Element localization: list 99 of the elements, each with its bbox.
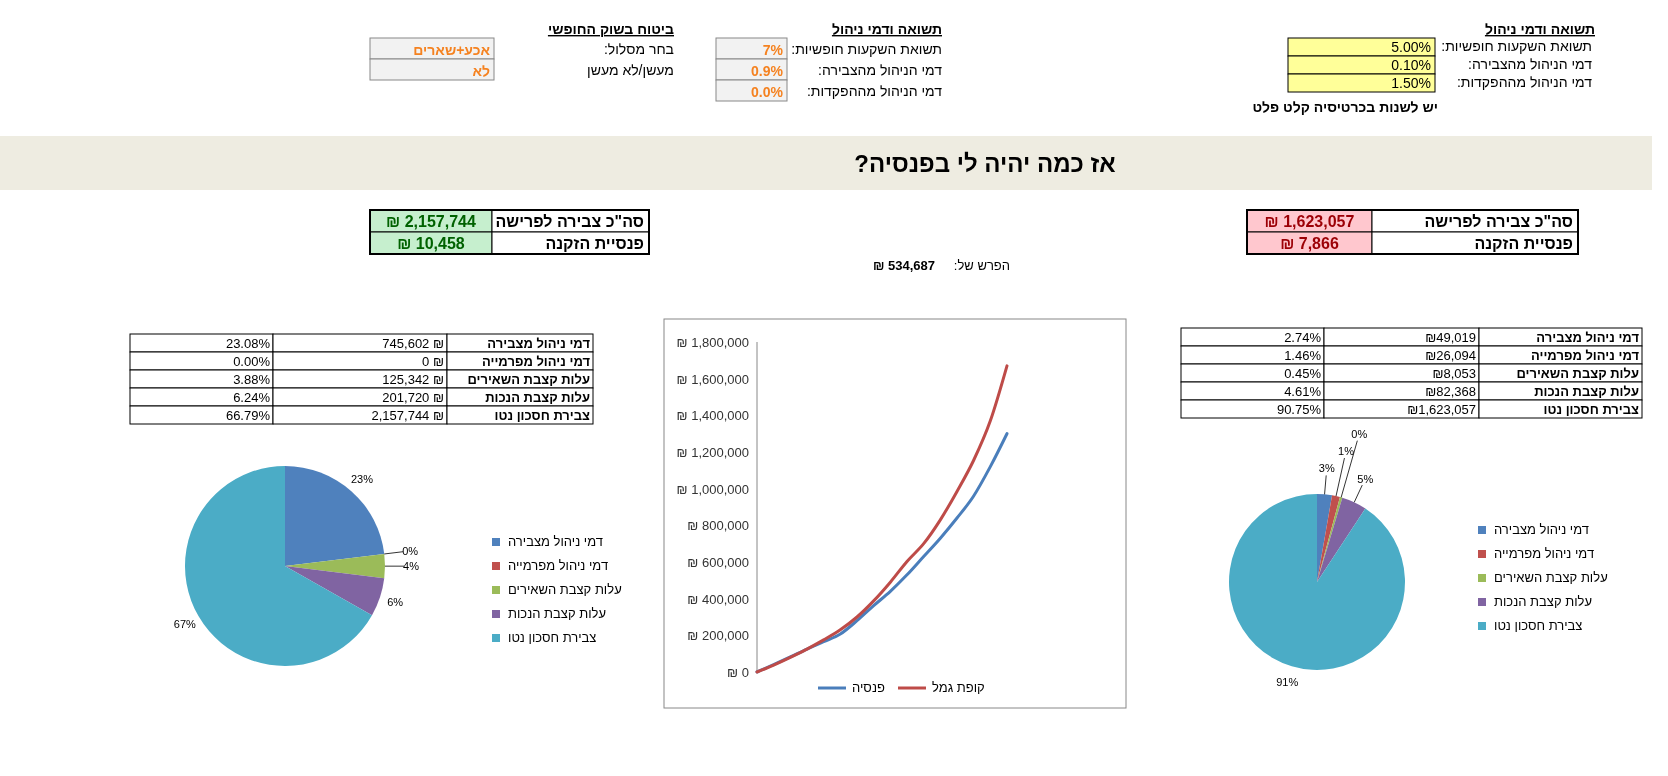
data-label: 0% [1351,427,1368,440]
legend-label: צבירת חסכון נטו [508,630,597,645]
text: 6.24% [233,390,271,405]
text: 4.61% [1284,384,1322,399]
legend-label: דמי ניהול מצבירה [1494,522,1589,537]
legend-label: דמי ניהול מפרמייה [1494,546,1595,561]
y-tick-label: ₪ 1,000,000 [676,481,749,497]
category-label: דמי ניהול מצבירה [487,336,590,351]
text: דמי הניהול מההפקדות: [806,83,943,99]
y-tick-label: ₪ 600,000 [687,555,749,570]
y-tick-label: ₪ 800,000 [687,518,749,534]
text: 0% [402,544,419,557]
text: ₪ 7,866 [1280,235,1339,252]
text: 0.0% [751,84,784,100]
y-tick-label: ₪ 1,600,000 [676,371,749,387]
category-label: עלות קצבת השאירים [1516,366,1639,381]
text: 7% [762,42,784,58]
category-label: עלות קצבת הנכות [485,390,590,405]
category-label: דמי ניהול מפרמייה [1531,348,1639,363]
text: ₪82,368 [1425,384,1476,399]
text: תשואת השקעות חופשיות: [1441,38,1592,54]
pie-slice [1229,494,1405,670]
text: 66.79% [225,408,271,423]
text: 1.50% [1391,75,1431,91]
text: פנסיית הזקנה [1474,235,1573,252]
legend-label: עלות קצבת הנכות [508,606,607,621]
data-label: 67% [173,618,196,631]
text: ביטוח בשוק החופשי [547,21,675,37]
text: ₪ 534,687 [872,258,935,273]
text: 2.74% [1284,330,1322,345]
pie-slice [285,466,385,566]
category-label: עלות קצבת הנכות [1534,384,1639,399]
text: יש לשנות בכרטיסיה קלט פלט [1252,99,1438,115]
text: סה"כ צבירה לפרישה [1424,213,1573,230]
text: 5.00% [1391,39,1431,55]
y-tick-label: ₪ 1,400,000 [676,408,749,424]
y-tick-label: ₪ 1,200,000 [676,445,749,460]
y-tick-label: ₪ 1,800,000 [676,335,749,350]
data-label: 1% [1338,445,1355,458]
text: 1.46% [1284,348,1322,363]
legend-label: קופת גמל [932,680,985,695]
text: ₪49,019 [1425,330,1476,345]
text: ₪8,053 [1432,366,1476,381]
data-label: 91% [1276,675,1299,688]
text: תשואה ודמי ניהול [831,21,942,37]
legend-label: דמי ניהול מצבירה [508,534,603,549]
y-tick-label: ₪ 200,000 [687,628,749,644]
category-label: צבירת חסכון נטו [494,408,590,423]
category-label: עלות קצבת השאירים [467,372,590,387]
legend-label: דמי ניהול מפרמייה [508,558,609,573]
data-label: 6% [387,596,404,609]
category-label: צבירת חסכון נטו [1543,402,1639,417]
text: 745,602 ₪ [382,336,444,351]
legend-label: עלות קצבת השאירים [1494,570,1608,585]
legend-label: עלות קצבת השאירים [508,582,622,597]
text: סה"כ צבירה לפרישה [495,213,644,230]
text: 2,157,744 ₪ [371,408,444,423]
text: הפרש של: [953,258,1010,273]
text: לא [472,63,490,79]
text: ₪1,623,057 [1407,402,1476,417]
pie-slice [1317,497,1366,582]
text: ₪ 10,458 [397,235,465,252]
pie-slice [1317,494,1333,582]
text: 90.75% [1276,402,1322,417]
text: 0 ₪ [422,354,444,369]
data-label: 23% [350,473,374,486]
legend-label: פנסיה [852,680,885,695]
y-tick-label: ₪ 0 [727,665,749,680]
category-label: דמי ניהול מצבירה [1536,330,1639,345]
text: ₪ 2,157,744 [386,213,476,230]
text: 3.88% [233,372,271,387]
category-label: דמי ניהול מפרמייה [482,354,590,369]
legend-label: צבירת חסכון נטו [1494,618,1583,633]
text: 0.9% [751,63,784,79]
text: ₪26,094 [1425,348,1476,363]
text: תשואה ודמי ניהול [1484,21,1595,37]
text: 0.10% [1391,57,1431,73]
text: פנסיית הזקנה [545,235,644,252]
text: דמי הניהול מהצבירה: [1468,56,1593,72]
data-label: 5% [1357,472,1374,485]
y-tick-label: ₪ 400,000 [687,591,749,607]
text: אז כמה יהיה לי בפנסיה? [854,150,1116,177]
text: מעשן/לא מעשן [587,62,674,78]
text: אכע+שארים [413,42,491,58]
text: 125,342 ₪ [382,372,444,387]
pie-slice [285,566,385,616]
text: 0.00% [233,354,271,369]
text: תשואת השקעות חופשיות: [791,41,942,57]
data-label: 3% [1318,462,1335,475]
text: 23.08% [225,336,271,351]
text: דמי הניהול מההפקדות: [1456,74,1593,90]
text: 201,720 ₪ [382,390,444,405]
text: בחר מסלול: [603,41,674,57]
legend-label: עלות קצבת הנכות [1494,594,1593,609]
text: דמי הניהול מהצבירה: [818,62,943,78]
line-series [755,364,1009,674]
text: 0.45% [1284,366,1322,381]
data-label: 4% [403,560,420,573]
text: ₪ 1,623,057 [1264,213,1355,230]
